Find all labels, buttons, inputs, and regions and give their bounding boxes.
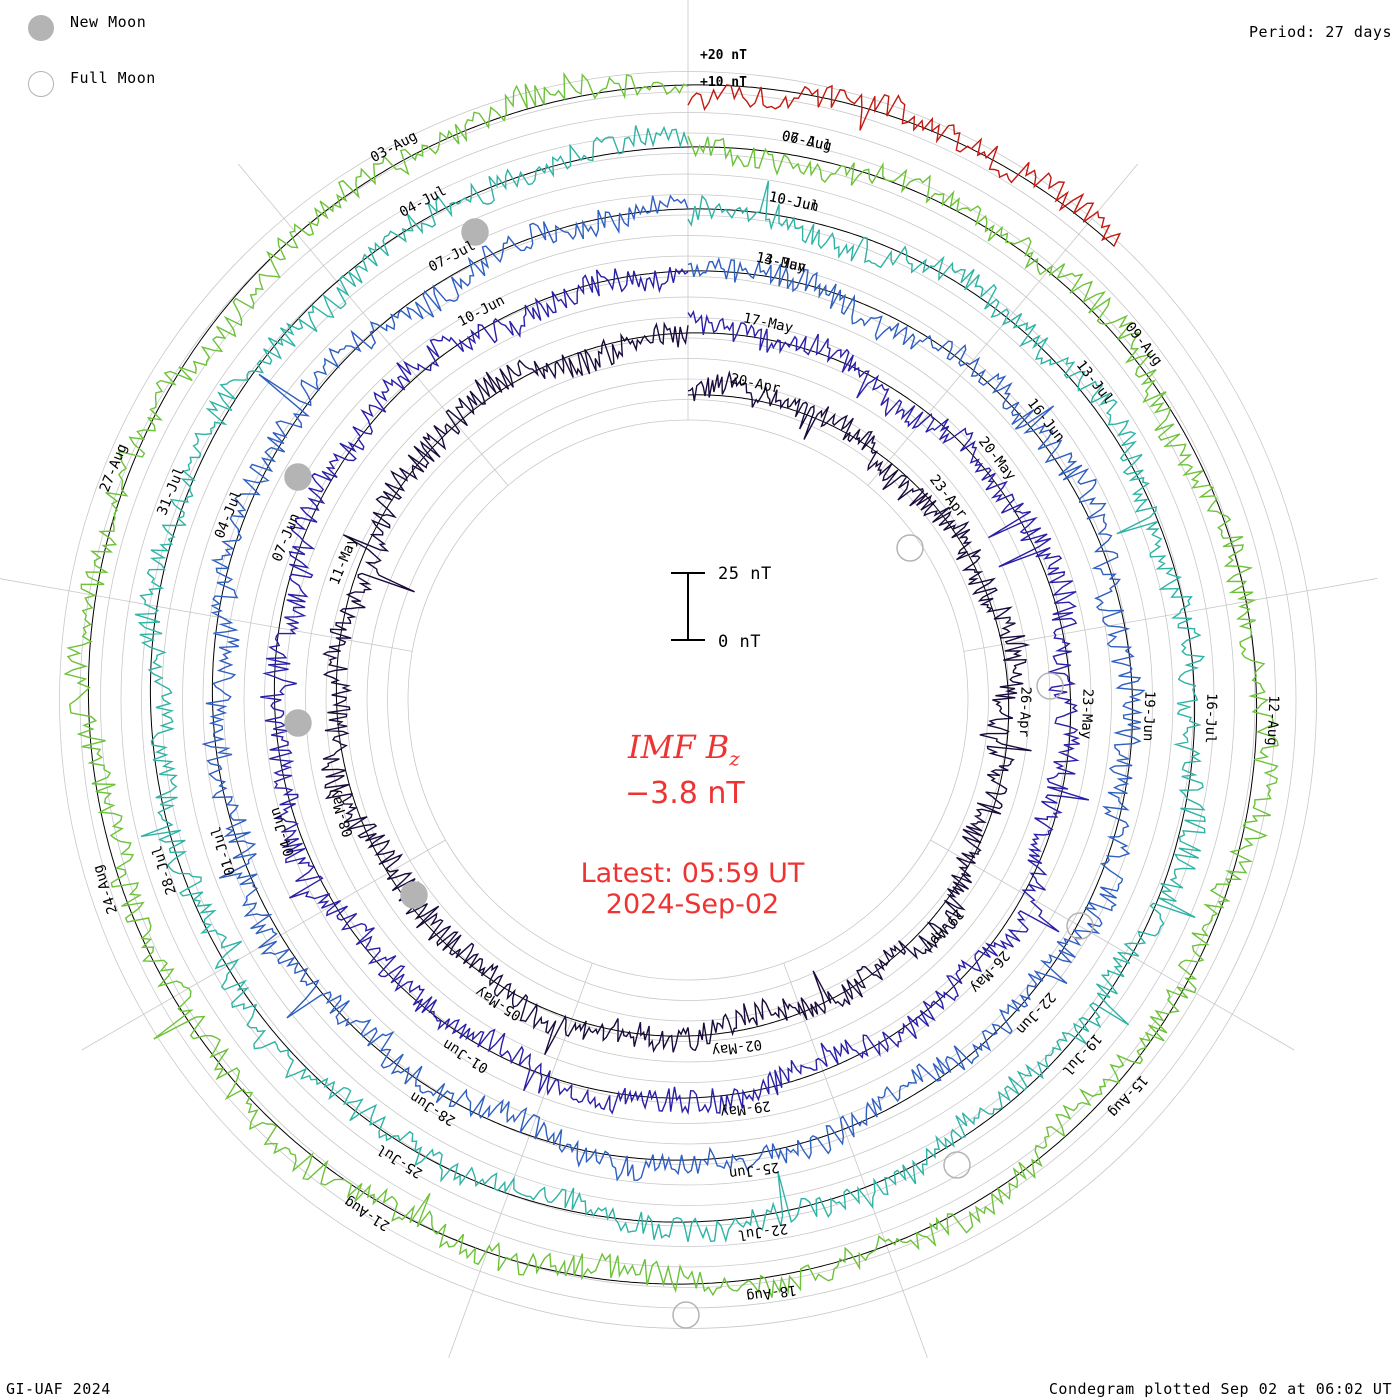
bz-trace-rotation-6 bbox=[687, 84, 1122, 247]
scale-bottom-label: 0 nT bbox=[718, 632, 761, 652]
period-label: Period: 27 days bbox=[1249, 23, 1392, 41]
date-label: 25-Jun bbox=[728, 1159, 780, 1182]
footer-right: Condegram plotted Sep 02 at 06:02 UT bbox=[1048, 1380, 1392, 1398]
date-label: 05-May bbox=[473, 983, 524, 1023]
date-label: 01-Jun bbox=[440, 1036, 491, 1076]
date-label: 03-Aug bbox=[368, 128, 420, 166]
center-latest: Latest: 05:59 UT 2024-Sep-02 bbox=[560, 858, 825, 920]
full-moon-marker bbox=[896, 534, 924, 562]
ring-scale-20: +20 nT bbox=[700, 48, 747, 63]
latest-date: 2024-Sep-02 bbox=[605, 889, 780, 920]
full-moon-marker bbox=[672, 1301, 700, 1329]
full-moon-icon bbox=[28, 71, 54, 97]
date-label: 26-Apr bbox=[1016, 686, 1034, 737]
grid-ring bbox=[366, 378, 1010, 1022]
title-main: IMF B bbox=[628, 728, 730, 766]
date-label: 22-Jun bbox=[1013, 989, 1059, 1037]
date-label: 04-Jul bbox=[212, 488, 246, 541]
date-label: 16-Jul bbox=[1202, 693, 1220, 744]
title-sub: z bbox=[729, 746, 740, 771]
footer-left: GI-UAF 2024 bbox=[6, 1380, 111, 1398]
full-moon-marker bbox=[1066, 912, 1094, 940]
new-moon-marker bbox=[400, 881, 428, 909]
zero-line bbox=[687, 84, 1115, 247]
date-label: 20-Apr bbox=[729, 371, 782, 397]
full-moon-marker bbox=[1036, 672, 1064, 700]
bz-trace-rotation-3 bbox=[201, 194, 1146, 1182]
scale-bar bbox=[671, 572, 705, 641]
center-value: −3.8 nT bbox=[625, 776, 745, 811]
date-label: 07-Jul bbox=[426, 238, 478, 276]
grid-spoke bbox=[81, 839, 446, 1051]
latest-time: Latest: 05:59 UT bbox=[580, 858, 805, 889]
date-label: 22-Jul bbox=[737, 1220, 789, 1243]
date-label: 10-Jul bbox=[767, 189, 820, 215]
zero-line bbox=[87, 84, 1258, 1285]
date-label: 23-May bbox=[1078, 688, 1096, 739]
moon-markers bbox=[284, 218, 1094, 1329]
bz-trace-rotation-2 bbox=[260, 267, 1090, 1116]
bz-trace-rotation-5 bbox=[63, 71, 1279, 1298]
ring-scale-10: +10 nT bbox=[700, 75, 747, 90]
full-moon-label: Full Moon bbox=[70, 69, 156, 87]
scale-top-label: 25 nT bbox=[718, 564, 772, 584]
zero-line bbox=[211, 208, 1134, 1161]
new-moon-marker bbox=[284, 709, 312, 737]
date-label: 17-May bbox=[742, 310, 795, 336]
zero-line bbox=[335, 332, 1010, 1037]
bz-trace-rotation-1 bbox=[321, 321, 1032, 1056]
grid-spoke bbox=[930, 839, 1295, 1051]
grid-spoke bbox=[448, 962, 593, 1358]
date-label: 29-May bbox=[719, 1097, 771, 1120]
date-label: 29-Apr bbox=[921, 906, 967, 954]
date-label: 12-Aug bbox=[1264, 695, 1282, 746]
bz-traces bbox=[63, 71, 1279, 1298]
grid-spokes bbox=[0, 0, 1378, 1358]
new-moon-marker bbox=[284, 463, 312, 491]
date-label: 25-Jul bbox=[374, 1141, 425, 1181]
grid-spoke bbox=[237, 163, 509, 486]
date-label: 19-Jun bbox=[1140, 691, 1158, 742]
grid-ring bbox=[305, 317, 1071, 1083]
center-title: IMF Bz bbox=[628, 728, 740, 770]
full-moon-marker bbox=[943, 1151, 971, 1179]
new-moon-marker bbox=[461, 218, 489, 246]
date-label: 06-Aug bbox=[780, 128, 833, 154]
new-moon-icon bbox=[28, 15, 54, 41]
date-label: 18-Aug bbox=[745, 1281, 797, 1304]
date-label: 15-Aug bbox=[1105, 1072, 1151, 1120]
grid-spoke bbox=[783, 962, 928, 1358]
date-label: 02-May bbox=[711, 1036, 763, 1059]
grid-spoke bbox=[0, 578, 413, 652]
zero-line bbox=[149, 146, 1196, 1223]
new-moon-label: New Moon bbox=[70, 13, 147, 31]
grid-spoke bbox=[963, 578, 1378, 652]
date-labels: 20-Apr23-Apr26-Apr29-Apr02-May05-May08-M… bbox=[90, 128, 1281, 1304]
grid-ring bbox=[325, 337, 1051, 1063]
bz-trace-rotation-4 bbox=[134, 125, 1206, 1244]
